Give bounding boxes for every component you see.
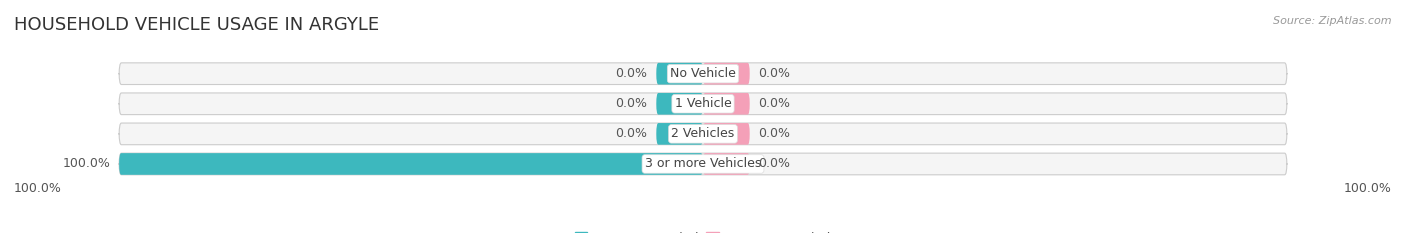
Text: Source: ZipAtlas.com: Source: ZipAtlas.com xyxy=(1274,16,1392,26)
Text: 100.0%: 100.0% xyxy=(1344,182,1392,195)
Text: 100.0%: 100.0% xyxy=(14,182,62,195)
FancyBboxPatch shape xyxy=(703,63,749,85)
Text: 0.0%: 0.0% xyxy=(758,127,790,140)
Legend: Owner-occupied, Renter-occupied: Owner-occupied, Renter-occupied xyxy=(569,227,837,233)
Text: 0.0%: 0.0% xyxy=(758,97,790,110)
Text: 0.0%: 0.0% xyxy=(616,97,648,110)
Text: HOUSEHOLD VEHICLE USAGE IN ARGYLE: HOUSEHOLD VEHICLE USAGE IN ARGYLE xyxy=(14,16,380,34)
FancyBboxPatch shape xyxy=(120,153,1286,175)
FancyBboxPatch shape xyxy=(703,153,749,175)
FancyBboxPatch shape xyxy=(703,93,749,115)
FancyBboxPatch shape xyxy=(120,93,1286,115)
Text: No Vehicle: No Vehicle xyxy=(671,67,735,80)
FancyBboxPatch shape xyxy=(120,123,1286,145)
Text: 2 Vehicles: 2 Vehicles xyxy=(672,127,734,140)
FancyBboxPatch shape xyxy=(657,93,703,115)
Text: 3 or more Vehicles: 3 or more Vehicles xyxy=(645,158,761,171)
FancyBboxPatch shape xyxy=(703,123,749,145)
Text: 0.0%: 0.0% xyxy=(758,158,790,171)
Text: 0.0%: 0.0% xyxy=(616,67,648,80)
Text: 100.0%: 100.0% xyxy=(62,158,111,171)
FancyBboxPatch shape xyxy=(120,153,703,175)
FancyBboxPatch shape xyxy=(657,123,703,145)
FancyBboxPatch shape xyxy=(120,63,1286,85)
Text: 0.0%: 0.0% xyxy=(616,127,648,140)
Text: 1 Vehicle: 1 Vehicle xyxy=(675,97,731,110)
FancyBboxPatch shape xyxy=(657,63,703,85)
Text: 0.0%: 0.0% xyxy=(758,67,790,80)
